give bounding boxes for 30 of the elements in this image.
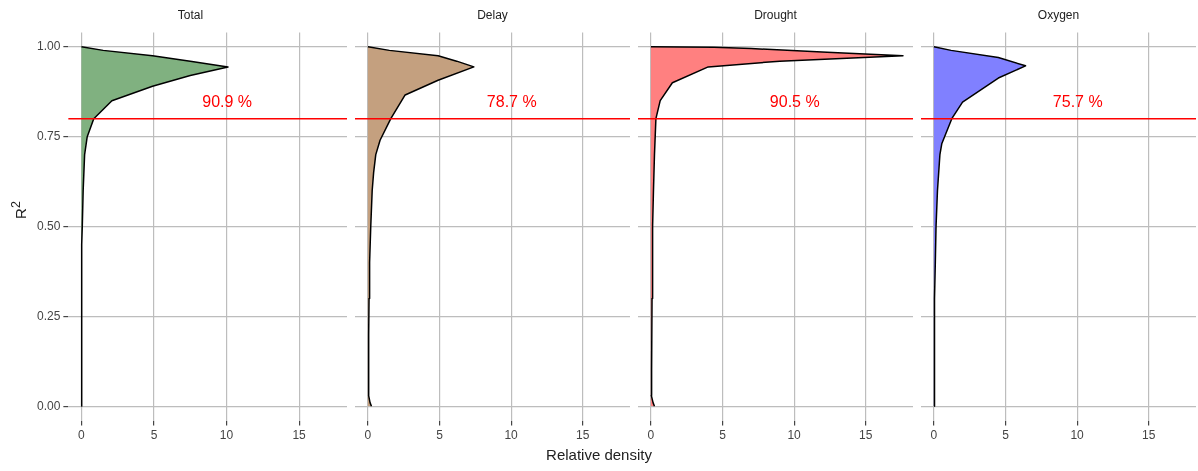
x-tick-label: 10 — [1070, 428, 1085, 443]
x-tick-label: 15 — [1142, 428, 1156, 443]
annotation: 75.7 % — [1052, 93, 1103, 111]
x-tick-label: 0 — [930, 428, 938, 443]
annotation: 78.7 % — [486, 93, 537, 111]
x-tick-label: 10 — [787, 428, 802, 443]
chart-title: Oxygen — [1037, 7, 1080, 22]
x-tick-label: 10 — [504, 428, 519, 443]
y-tick-label: 1.00 — [37, 39, 61, 54]
x-tick-label: 0 — [647, 428, 655, 443]
x-tick-label: 10 — [219, 428, 234, 443]
annotation: 90.9 % — [202, 93, 253, 111]
y-tick-label: 0.25 — [37, 308, 61, 323]
y-tick-label: 0.00 — [37, 398, 61, 413]
x-tick-label: 15 — [859, 428, 873, 443]
y-tick-label: 0.75 — [37, 128, 61, 143]
chart-title: Total — [177, 7, 204, 22]
x-tick-label: 15 — [292, 428, 307, 443]
x-tick-label: 15 — [576, 428, 590, 443]
annotation: 90.5 % — [769, 93, 820, 111]
chart-title: Delay — [477, 7, 508, 22]
chart-title: Drought — [754, 7, 798, 22]
x-tick-label: 5 — [150, 428, 158, 443]
x-tick-label: 5 — [1002, 428, 1010, 443]
x-tick-label: 0 — [78, 428, 86, 443]
x-tick-label: 0 — [364, 428, 372, 443]
x-tick-label: 5 — [436, 428, 444, 443]
y-tick-label: 0.50 — [37, 218, 61, 233]
x-tick-label: 5 — [719, 428, 727, 443]
x-axis-title: Relative density — [545, 446, 653, 463]
